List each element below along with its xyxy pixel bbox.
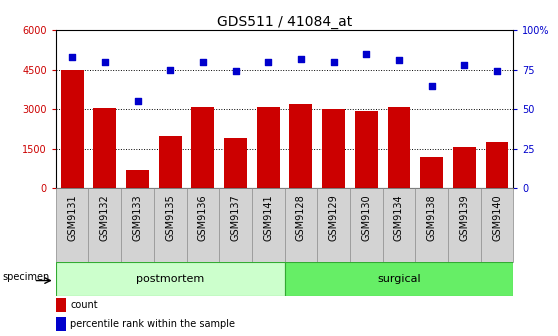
Bar [322,109,345,188]
Text: GSM9134: GSM9134 [394,194,404,241]
Bar [158,135,181,188]
Point [329,59,338,65]
Bar [257,107,280,188]
Text: GSM9140: GSM9140 [492,194,502,241]
Bar [485,142,508,188]
Text: specimen: specimen [3,272,50,282]
Point [427,83,436,88]
Bar [56,298,66,312]
Text: GSM9135: GSM9135 [165,194,175,241]
Text: GSM9133: GSM9133 [132,194,142,241]
Text: GSM9136: GSM9136 [198,194,208,241]
Text: GSM9129: GSM9129 [329,194,339,241]
Bar [224,138,247,188]
Point [493,69,502,74]
Text: GSM9137: GSM9137 [230,194,240,241]
Point [166,67,175,73]
Text: GSM9138: GSM9138 [427,194,437,241]
Text: GSM9128: GSM9128 [296,194,306,241]
Bar [285,262,513,296]
Bar [56,262,285,296]
Text: GSM9130: GSM9130 [361,194,371,241]
Point [133,99,142,104]
Title: GDS511 / 41084_at: GDS511 / 41084_at [217,15,352,29]
Bar [387,107,410,188]
Text: surgical: surgical [377,274,421,284]
Text: count: count [70,300,98,310]
Point [100,59,109,65]
Point [68,54,76,60]
Point [199,59,208,65]
Point [362,51,371,57]
Bar [453,148,476,188]
Bar [420,157,443,188]
Text: GSM9131: GSM9131 [67,194,77,241]
Text: GSM9139: GSM9139 [459,194,469,241]
Bar [126,170,149,188]
Bar [61,70,84,188]
Bar [355,111,378,188]
Bar [93,108,116,188]
Bar [191,107,214,188]
Bar [56,317,66,331]
Point [296,56,305,61]
Text: GSM9141: GSM9141 [263,194,273,241]
Text: postmortem: postmortem [136,274,204,284]
Point [395,57,403,63]
Point [231,69,240,74]
Point [264,59,273,65]
Text: GSM9132: GSM9132 [100,194,110,241]
Point [460,62,469,68]
Bar [290,104,312,188]
Text: percentile rank within the sample: percentile rank within the sample [70,319,235,329]
